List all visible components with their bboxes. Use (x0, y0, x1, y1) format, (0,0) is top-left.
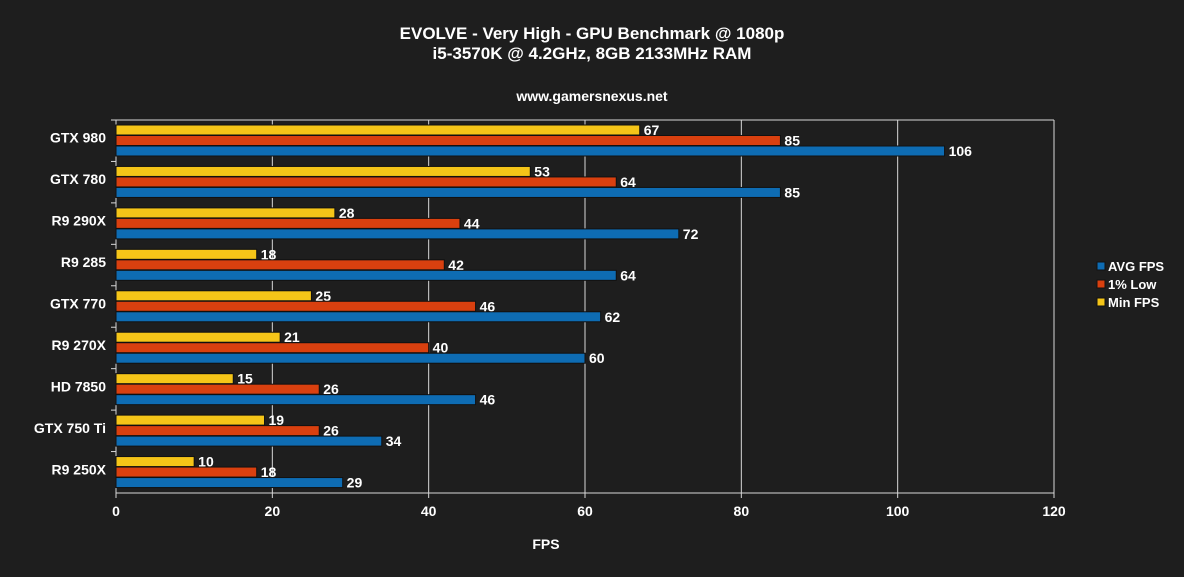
data-label: 26 (323, 381, 339, 397)
y-tick-label: R9 290X (52, 213, 107, 229)
legend-label: Min FPS (1108, 295, 1160, 310)
bar-avg-fps (115, 477, 344, 489)
data-label: 60 (589, 350, 605, 366)
bar-avg-fps (115, 186, 781, 198)
data-label: 106 (949, 143, 973, 159)
data-label: 15 (237, 371, 253, 387)
y-tick-label: GTX 980 (50, 130, 106, 146)
x-tick-label: 60 (577, 503, 593, 519)
bar-min-fps (115, 373, 234, 385)
data-label: 64 (620, 174, 636, 190)
y-tick-label: R9 250X (52, 461, 107, 477)
bar-1-low (115, 466, 258, 478)
data-label: 29 (347, 475, 363, 491)
y-tick-label: GTX 750 Ti (34, 420, 106, 436)
x-axis-label: FPS (532, 536, 559, 552)
data-label: 67 (644, 122, 660, 138)
bar-min-fps (115, 414, 266, 426)
data-label: 62 (605, 309, 621, 325)
bar-avg-fps (115, 394, 477, 406)
data-label: 25 (315, 288, 331, 304)
legend-swatch (1096, 261, 1106, 271)
y-tick-label: GTX 780 (50, 171, 106, 187)
data-label: 34 (386, 433, 402, 449)
data-label: 26 (323, 423, 339, 439)
bar-avg-fps (115, 352, 586, 364)
data-label: 28 (339, 205, 355, 221)
data-label: 18 (261, 464, 277, 480)
y-tick-label: R9 270X (52, 337, 107, 353)
data-label: 85 (784, 184, 800, 200)
y-tick-label: GTX 770 (50, 296, 106, 312)
data-label: 53 (534, 163, 550, 179)
x-tick-label: 20 (265, 503, 281, 519)
legend-swatch (1096, 297, 1106, 307)
bar-1-low (115, 259, 445, 271)
chart-subtitle: i5-3570K @ 4.2GHz, 8GB 2133MHz RAM (433, 44, 752, 63)
y-tick-label: HD 7850 (51, 378, 106, 394)
bar-min-fps (115, 124, 641, 136)
x-tick-label: 120 (1042, 503, 1066, 519)
data-label: 85 (784, 133, 800, 149)
legend: AVG FPS 1% Low Min FPS (1096, 259, 1164, 310)
bar-min-fps (115, 165, 531, 177)
bar-min-fps (115, 290, 312, 302)
bar-1-low (115, 300, 477, 312)
y-tick-label: R9 285 (61, 254, 106, 270)
x-tick-label: 40 (421, 503, 437, 519)
data-label: 46 (480, 392, 496, 408)
gridlines: 0 20 40 60 80 100 120 (112, 119, 1066, 519)
bar-min-fps (115, 331, 281, 343)
legend-swatch (1096, 279, 1106, 289)
bars: GTX 980 67 85 106 GTX 780 53 64 85 R9 290X 28 44 72… (34, 119, 973, 491)
data-label: 18 (261, 246, 277, 262)
data-label: 42 (448, 257, 464, 273)
legend-label: AVG FPS (1108, 259, 1164, 274)
bar-1-low (115, 176, 617, 188)
bar-1-low (115, 425, 320, 437)
data-label: 10 (198, 454, 214, 470)
bar-avg-fps (115, 311, 602, 323)
bar-avg-fps (115, 145, 946, 157)
chart-title: EVOLVE - Very High - GPU Benchmark @ 108… (400, 24, 785, 43)
data-label: 64 (620, 267, 636, 283)
bar-avg-fps (115, 435, 383, 447)
x-tick-label: 100 (886, 503, 910, 519)
bar-1-low (115, 135, 781, 146)
data-label: 46 (480, 298, 496, 314)
data-label: 72 (683, 226, 699, 242)
bar-min-fps (115, 207, 336, 219)
bar-1-low (115, 383, 320, 395)
bar-min-fps (115, 248, 258, 260)
data-label: 21 (284, 329, 300, 345)
legend-label: 1% Low (1108, 277, 1157, 292)
bar-1-low (115, 342, 430, 354)
bar-min-fps (115, 456, 195, 468)
data-label: 19 (269, 412, 285, 428)
bar-1-low (115, 217, 461, 229)
bar-avg-fps (115, 228, 680, 240)
data-label: 44 (464, 215, 480, 231)
data-label: 40 (433, 340, 449, 356)
x-tick-label: 80 (734, 503, 750, 519)
x-tick-label: 0 (112, 503, 120, 519)
bar-avg-fps (115, 269, 617, 281)
chart-source: www.gamersnexus.net (515, 88, 668, 104)
